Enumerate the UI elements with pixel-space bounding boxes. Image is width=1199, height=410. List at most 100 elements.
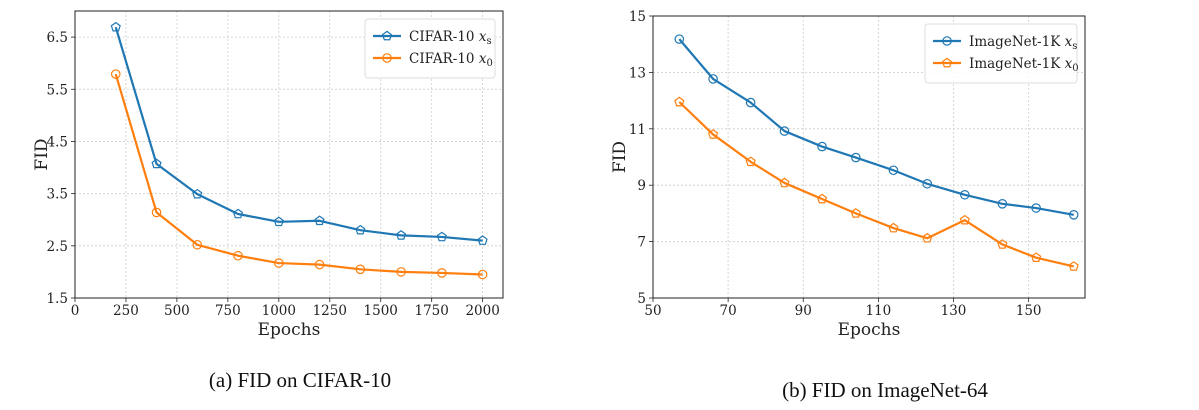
- legend-box: [924, 23, 1078, 84]
- legend-marker: [941, 57, 953, 68]
- y-tick-label: 3.5: [47, 187, 68, 203]
- y-tick-label: 6.5: [47, 30, 68, 46]
- y-tick-label: 15: [629, 9, 646, 25]
- data-point: [888, 165, 899, 176]
- x-axis-label: Epochs: [838, 320, 901, 340]
- data-point: [997, 199, 1008, 209]
- y-tick-label: 9: [637, 178, 646, 194]
- data-point: [708, 74, 718, 84]
- data-point: [151, 158, 162, 169]
- chart-a: 0 250 500 750 1000 1250 1500 1750 2000 1.5 2.5 3.5 4…: [32, 10, 504, 340]
- y-axis-label: FID: [610, 141, 630, 173]
- y-tick-label: 5.5: [47, 82, 68, 98]
- x-tick-label: 500: [164, 303, 190, 319]
- y-tick-label: 7: [637, 235, 646, 251]
- data-point: [314, 215, 325, 226]
- legend-marker: [942, 36, 952, 46]
- caption-b: (b) FID on ImageNet-64: [782, 378, 988, 402]
- data-point: [192, 188, 203, 199]
- data-point: [273, 216, 284, 227]
- series-line: [114, 73, 483, 276]
- x-tick-label: 250: [113, 303, 139, 319]
- data-point: [1031, 203, 1041, 213]
- legend-label: CIFAR-10 x0: [409, 51, 493, 69]
- x-tick-label: 130: [941, 303, 967, 319]
- data-point: [1068, 261, 1079, 271]
- data-point: [477, 269, 488, 280]
- series-line: [678, 101, 1074, 268]
- data-point: [997, 239, 1008, 249]
- data-point: [1068, 210, 1079, 220]
- legend-label-var: x: [479, 51, 487, 67]
- data-point: [396, 230, 407, 240]
- data-point: [674, 96, 685, 107]
- data-point: [436, 231, 447, 242]
- data-point: [151, 207, 162, 218]
- data-point: [745, 97, 756, 108]
- data-point: [674, 34, 685, 44]
- data-point: [922, 232, 933, 243]
- legend-label-var: x: [1065, 34, 1073, 50]
- y-axis-label: FID: [32, 138, 52, 170]
- x-tick-label: 1250: [313, 303, 347, 319]
- x-tick-label: 0: [71, 303, 80, 319]
- data-point: [355, 264, 366, 275]
- x-tick-label: 150: [1016, 303, 1042, 319]
- legend-marker: [381, 30, 393, 41]
- data-point: [437, 268, 447, 278]
- legend-label: CIFAR-10 xs: [409, 29, 492, 47]
- x-tick-label: 70: [720, 303, 737, 319]
- data-point: [816, 193, 828, 204]
- data-point: [959, 189, 970, 200]
- data-point: [851, 152, 861, 163]
- legend-label-var: x: [479, 29, 487, 45]
- legend-label-base: CIFAR-10: [409, 51, 479, 67]
- y-tick-label: 5: [637, 291, 646, 307]
- series-0: [674, 34, 1079, 220]
- x-tick-label: 50: [644, 303, 661, 319]
- x-axis-label: Epochs: [258, 320, 321, 340]
- data-point: [708, 129, 719, 139]
- y-tick-label: 13: [629, 65, 646, 81]
- data-point: [110, 21, 121, 32]
- data-point: [314, 259, 325, 270]
- series-line: [114, 26, 483, 242]
- data-point: [477, 235, 488, 245]
- data-point: [233, 250, 243, 261]
- legend-label-base: ImageNet-1K: [969, 56, 1065, 72]
- chart-b: 50 70 90 110 130 150 5 7 9 11 13 15 Epochs FID ImageNe…: [610, 9, 1086, 340]
- y-tick-label: 1.5: [47, 291, 68, 307]
- data-point: [850, 208, 861, 218]
- legend-label: ImageNet-1K x0: [969, 56, 1079, 74]
- y-tick-label: 4.5: [47, 134, 68, 150]
- x-tick-label: 1000: [262, 303, 296, 319]
- x-tick-label: 1750: [414, 303, 448, 319]
- series-1: [110, 69, 488, 280]
- legend-marker: [382, 53, 392, 63]
- legend-label-sub: s: [1072, 41, 1077, 52]
- series-line: [678, 38, 1074, 216]
- series-1: [674, 96, 1079, 271]
- legend-box: [364, 18, 496, 79]
- y-tick-label: 2.5: [47, 239, 68, 255]
- caption-a: (a) FID on CIFAR-10: [208, 368, 392, 392]
- data-point: [355, 224, 366, 235]
- legend-label-sub: s: [486, 36, 491, 47]
- plot-frame: [652, 15, 1086, 299]
- data-point: [192, 239, 203, 250]
- legend-label-var: x: [1065, 56, 1073, 72]
- legend-label-sub: 0: [486, 58, 492, 69]
- legend-label-sub: 0: [1072, 63, 1078, 74]
- legend-label-base: ImageNet-1K: [969, 34, 1065, 50]
- x-tick-label: 2000: [465, 303, 499, 319]
- data-point: [232, 208, 244, 219]
- y-tick-label: 11: [629, 122, 646, 138]
- data-point: [396, 267, 406, 277]
- x-tick-label: 110: [866, 303, 892, 319]
- data-point: [888, 222, 899, 233]
- data-point: [274, 258, 284, 268]
- x-tick-label: 1500: [364, 303, 398, 319]
